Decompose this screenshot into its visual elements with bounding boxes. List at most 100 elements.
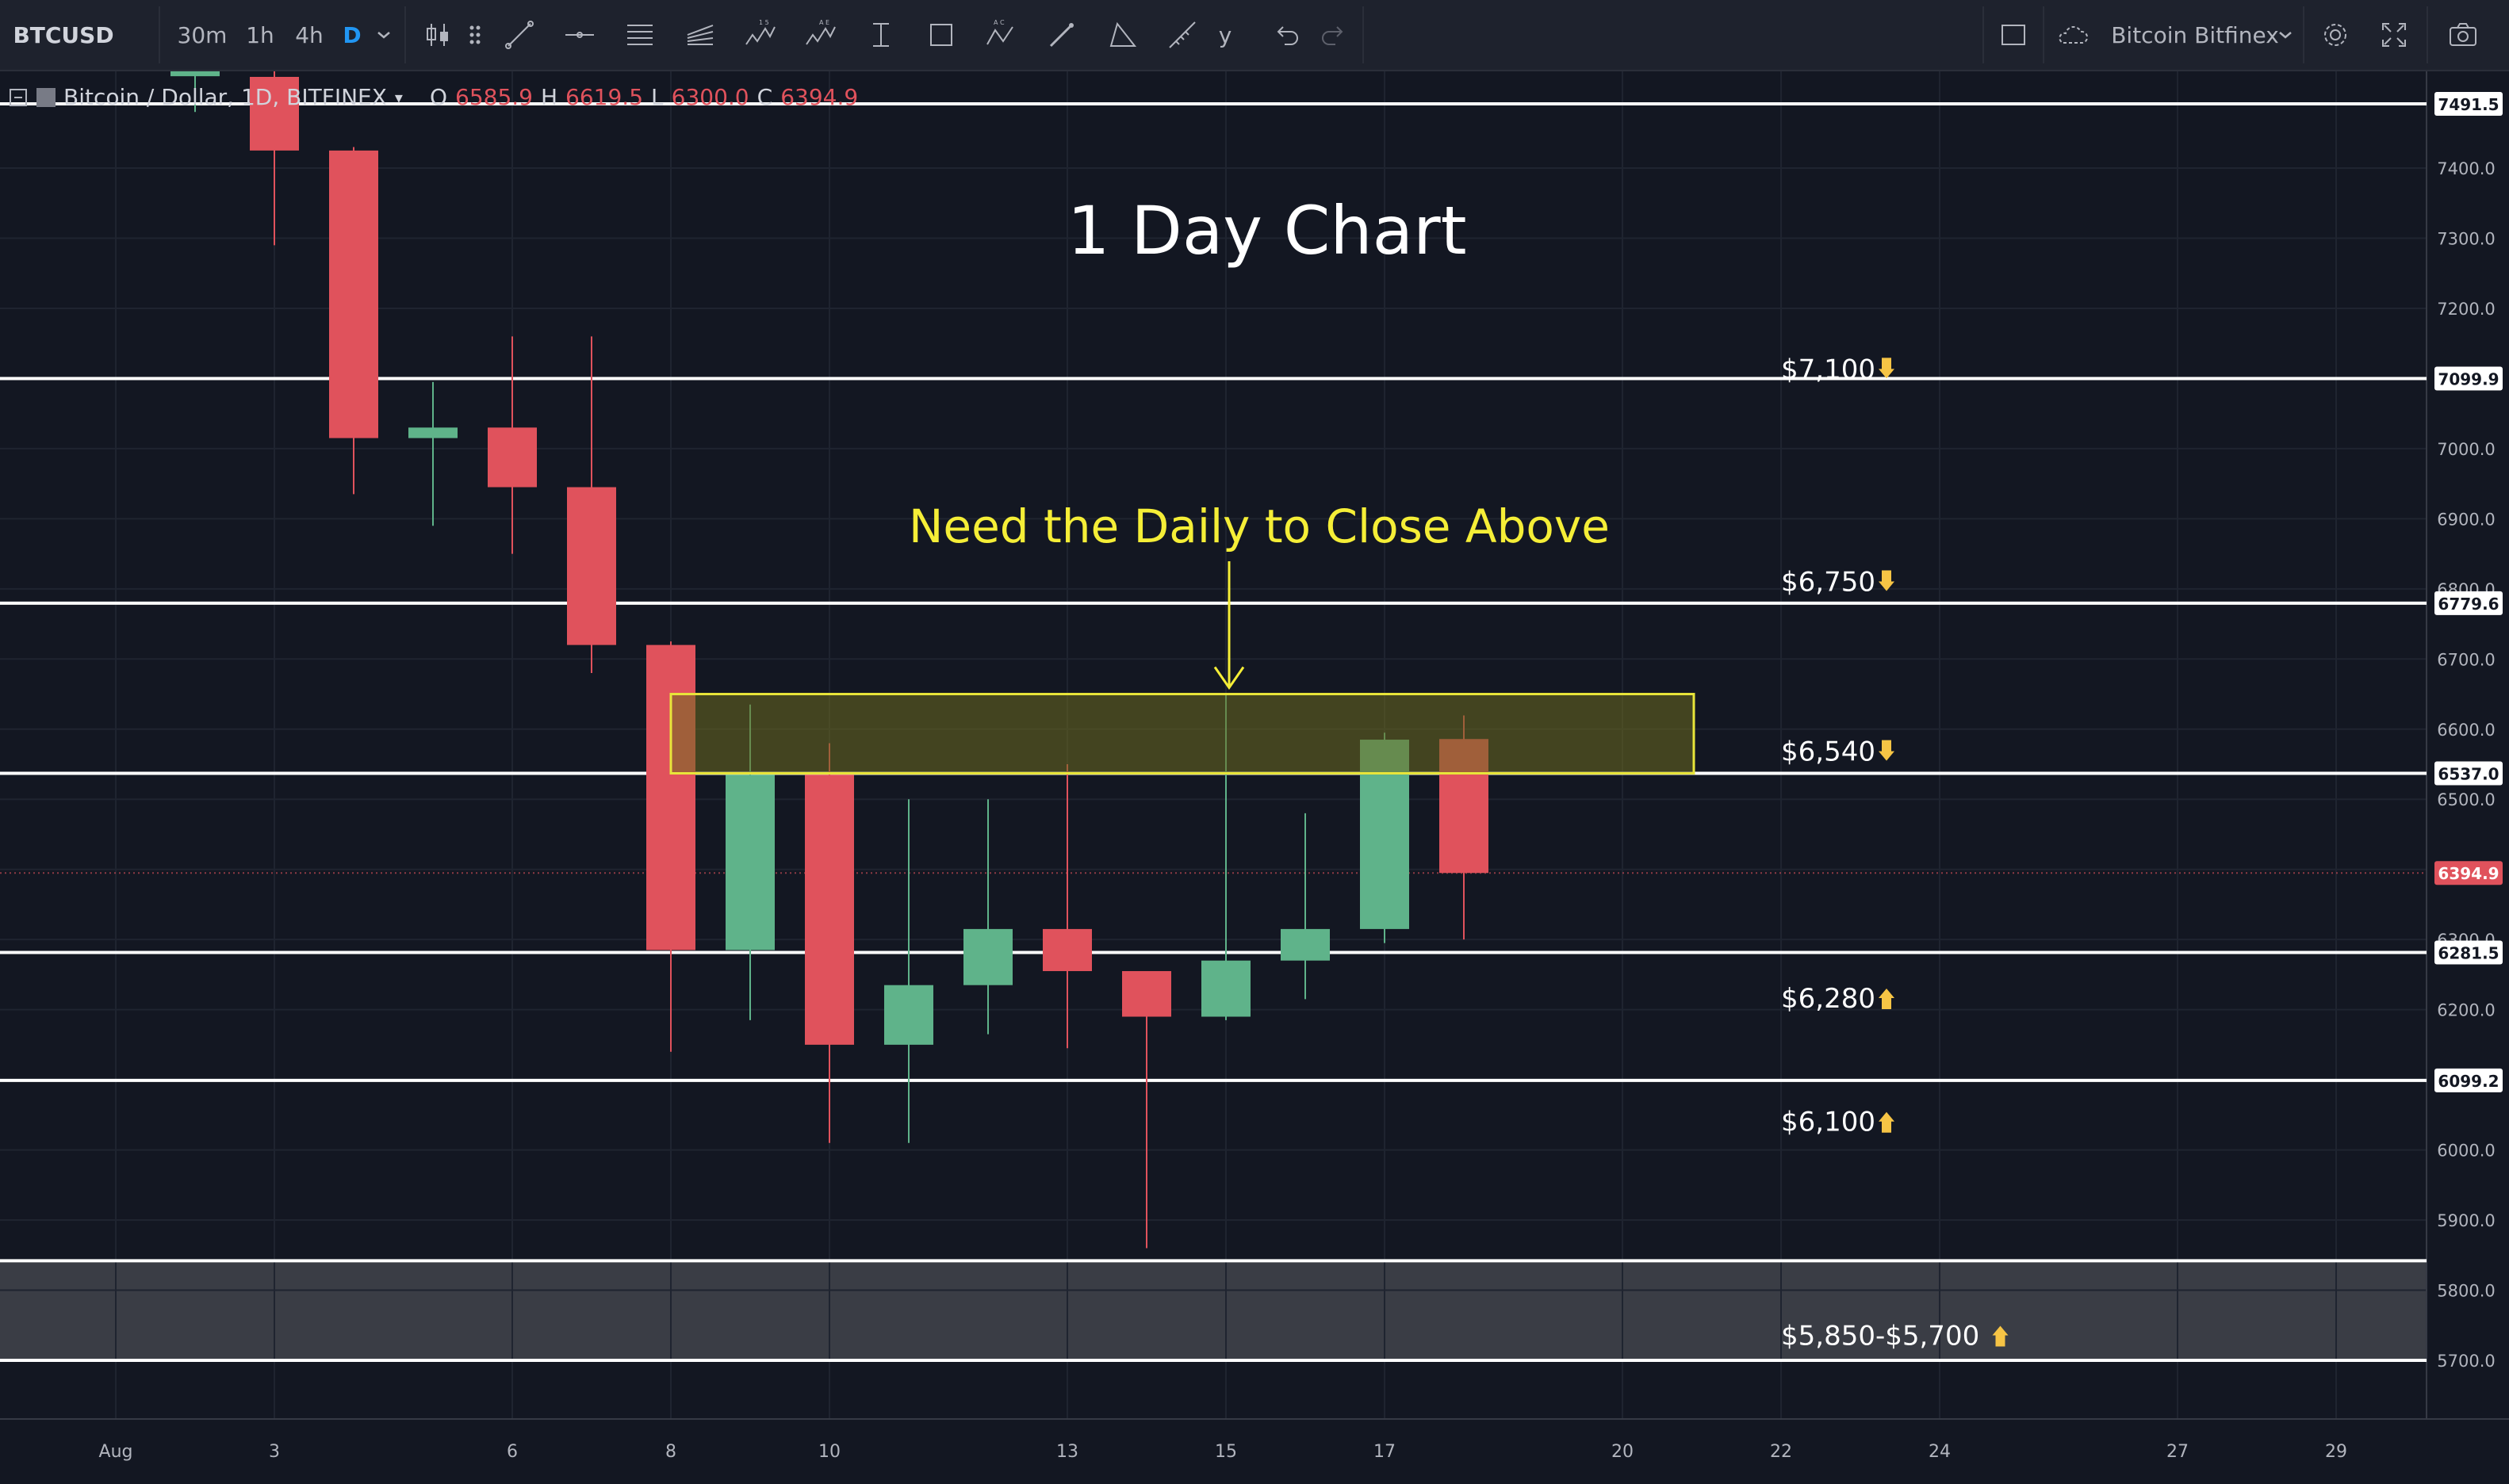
price-axis-tag-bg bbox=[2434, 92, 2503, 117]
brush-icon[interactable] bbox=[1034, 0, 1090, 70]
level-label: $6,280 bbox=[1781, 983, 1875, 1015]
redo-icon[interactable] bbox=[1310, 0, 1358, 70]
high-value: 6619.5 bbox=[565, 84, 644, 110]
cloud-icon[interactable] bbox=[2051, 0, 2095, 70]
y-tick-label: 6600.0 bbox=[2437, 721, 2495, 740]
x-tick-label: 27 bbox=[2166, 1442, 2189, 1462]
camera-icon[interactable] bbox=[2431, 0, 2495, 70]
toolbar-divider bbox=[2043, 6, 2044, 63]
candle-up bbox=[1281, 928, 1330, 961]
exchange-dropdown-chevron-icon[interactable] bbox=[2271, 0, 2300, 70]
chart-title-annotation: 1 Day Chart bbox=[1067, 192, 1467, 270]
toolbar-divider bbox=[1362, 6, 1364, 63]
price-axis-tag: 6394.9 bbox=[2438, 864, 2499, 883]
x-tick-label: 10 bbox=[818, 1442, 841, 1462]
candle-up bbox=[884, 985, 933, 1045]
interval-d-button[interactable]: D bbox=[343, 21, 362, 48]
pointing-up-hand-icon bbox=[1992, 1325, 2009, 1347]
price-axis-tag-bg bbox=[2434, 761, 2503, 786]
x-tick-label: 13 bbox=[1056, 1442, 1078, 1462]
interval-1h-button[interactable]: 1h bbox=[246, 21, 274, 48]
exchange-label[interactable]: Bitcoin Bitfinex bbox=[2111, 21, 2279, 48]
y-tick-label: 5900.0 bbox=[2437, 1211, 2495, 1230]
price-axis-tag-bg bbox=[2434, 591, 2503, 615]
horizontal-ray-icon[interactable] bbox=[552, 0, 607, 70]
symbol-search-button[interactable]: BTCUSD bbox=[13, 21, 114, 48]
y-tick-label: 7200.0 bbox=[2437, 300, 2495, 319]
pointing-down-hand-icon bbox=[1879, 570, 1894, 591]
measure-icon[interactable] bbox=[1155, 0, 1210, 70]
close-label: C bbox=[757, 84, 773, 110]
candle-up bbox=[170, 71, 220, 77]
candle-down bbox=[250, 76, 299, 151]
interval-4h-button[interactable]: 4h bbox=[295, 21, 324, 48]
interval-30m-button[interactable]: 30m bbox=[177, 21, 228, 48]
legend-chevron-icon[interactable]: ▾ bbox=[394, 87, 403, 107]
x-tick-label: Aug bbox=[99, 1442, 133, 1462]
level-label: $5,850-$5,700 bbox=[1781, 1321, 1979, 1352]
svg-text:1 5: 1 5 bbox=[759, 19, 769, 26]
x-tick-label: 6 bbox=[507, 1442, 518, 1462]
x-tick-label: 20 bbox=[1611, 1442, 1634, 1462]
level-label: $7,100 bbox=[1781, 354, 1875, 385]
x-tick-label: 8 bbox=[665, 1442, 676, 1462]
price-axis-tag-bg bbox=[2434, 940, 2503, 965]
candle-up bbox=[408, 427, 458, 438]
candle-down bbox=[1122, 970, 1171, 1017]
y-tick-label: 7400.0 bbox=[2437, 159, 2495, 178]
x-tick-label: 3 bbox=[269, 1442, 280, 1462]
date-price-range-icon[interactable] bbox=[853, 0, 909, 70]
low-value: 6300.0 bbox=[671, 84, 749, 110]
pointing-up-hand-icon bbox=[1879, 988, 1894, 1009]
candle-up bbox=[1201, 960, 1251, 1017]
settings-icon[interactable] bbox=[2308, 0, 2363, 70]
pointing-down-hand-icon bbox=[1879, 358, 1894, 379]
y-tick-label: 7300.0 bbox=[2437, 229, 2495, 248]
toolbar-divider bbox=[2427, 6, 2428, 63]
layout-icon[interactable] bbox=[1986, 0, 2041, 70]
candles-icon[interactable] bbox=[414, 0, 462, 70]
undo-icon[interactable] bbox=[1262, 0, 1310, 70]
open-label: O bbox=[429, 84, 447, 110]
price-axis-tag: 7099.9 bbox=[2438, 370, 2499, 389]
fib-retracement-icon[interactable] bbox=[612, 0, 668, 70]
price-axis-tag-bg bbox=[2434, 366, 2503, 391]
chart-area[interactable]: Aug 3 6 8 10 13 15 17 20 22 24 27 29 7400.0 7300.0 7200… bbox=[0, 71, 2509, 1484]
y-tick-label: 7000.0 bbox=[2437, 440, 2495, 459]
fullscreen-icon[interactable] bbox=[2366, 0, 2422, 70]
rectangle-icon[interactable] bbox=[914, 0, 969, 70]
pointing-down-hand-icon bbox=[1879, 740, 1894, 761]
level-label: $6,750 bbox=[1781, 566, 1875, 598]
y-tick-label: 6500.0 bbox=[2437, 790, 2495, 809]
low-label: L bbox=[651, 84, 664, 110]
close-value: 6394.9 bbox=[780, 84, 859, 110]
candle-down bbox=[646, 644, 695, 950]
x-tick-label: 22 bbox=[1770, 1442, 1792, 1462]
pitchfork-icon[interactable] bbox=[672, 0, 728, 70]
triangle-icon[interactable] bbox=[1094, 0, 1150, 70]
pointing-up-hand-icon bbox=[1879, 1111, 1894, 1133]
price-axis-tag-bg bbox=[2434, 861, 2503, 885]
price-axis-tag: 6537.0 bbox=[2438, 765, 2499, 784]
abcd-pattern-icon[interactable]: A C bbox=[974, 0, 1029, 70]
svg-text:A E: A E bbox=[819, 19, 829, 26]
trend-line-icon[interactable] bbox=[492, 0, 547, 70]
open-value: 6585.9 bbox=[455, 84, 533, 110]
price-axis-tag: 6779.6 bbox=[2438, 595, 2499, 614]
candle-up bbox=[726, 775, 775, 950]
price-axis-tag: 6099.2 bbox=[2438, 1072, 2499, 1091]
support-zone bbox=[0, 1260, 2427, 1360]
callout-arrow-head bbox=[1213, 666, 1245, 690]
x-tick-label: 24 bbox=[1929, 1442, 1951, 1462]
interval-dropdown-chevron-icon[interactable] bbox=[370, 0, 398, 70]
resistance-zone bbox=[669, 693, 1695, 775]
legend-collapse-icon[interactable] bbox=[8, 87, 29, 108]
price-axis-tag: 7491.5 bbox=[2438, 95, 2499, 114]
symbol-title[interactable]: Bitcoin / Dollar, 1D, BITFINEX bbox=[63, 84, 387, 110]
abcde-pattern-icon[interactable]: A E bbox=[793, 0, 848, 70]
toolbar-divider bbox=[159, 6, 160, 63]
y-tick-label: 5700.0 bbox=[2437, 1352, 2495, 1371]
y-tick-label: 6200.0 bbox=[2437, 1001, 2495, 1020]
elliott-wave-icon[interactable]: 1 5 bbox=[733, 0, 788, 70]
drag-handle-icon[interactable] bbox=[462, 0, 488, 70]
